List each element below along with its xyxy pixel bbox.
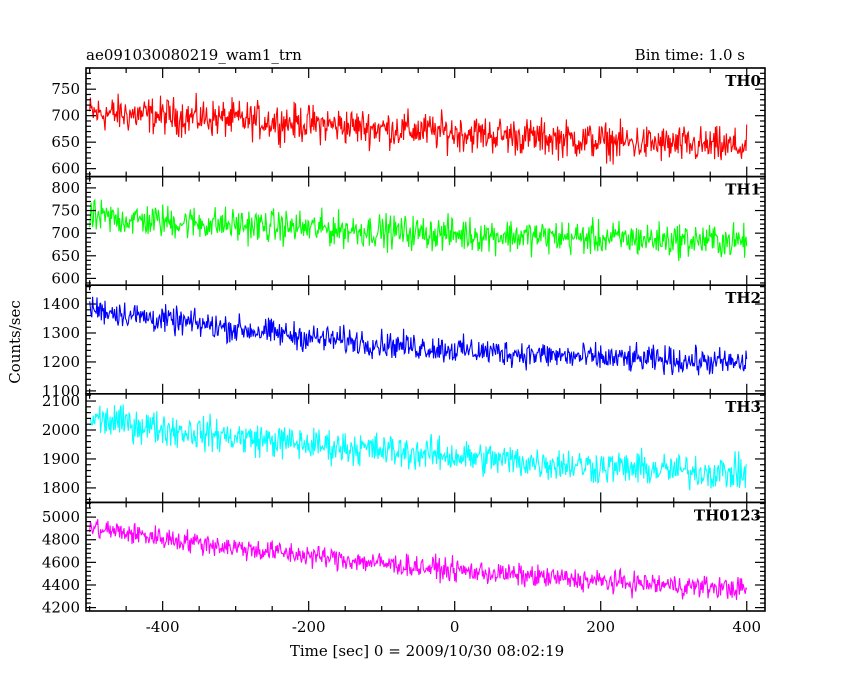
y-tick-label: 650 (51, 133, 80, 151)
y-tick-label: 1200 (42, 353, 80, 371)
panel-th3: 1800 1900 2000 2100 TH3 (42, 392, 766, 504)
series-label: TH3 (725, 398, 761, 416)
y-tick-label: 4600 (42, 553, 80, 571)
panel-th2: 1100 1200 1300 1400 TH2 (42, 284, 766, 400)
series-line-th0123 (89, 519, 748, 600)
panel-frame (85, 392, 766, 504)
series-label: TH1 (725, 181, 761, 199)
y-tick-label: 650 (51, 247, 80, 265)
y-tick-label: 4800 (42, 531, 80, 549)
y-tick-label: 600 (51, 269, 80, 287)
y-tick-label: 5000 (42, 508, 80, 526)
x-axis-label: Time [sec] 0 = 2009/10/30 08:02:19 (290, 642, 564, 660)
x-tick-label: 400 (732, 618, 761, 636)
panel-frame (85, 284, 766, 395)
y-tick-label: 2000 (42, 421, 80, 439)
y-tick-label: 700 (51, 107, 80, 125)
y-tick-label: 800 (51, 179, 80, 197)
y-tick-label: 1900 (42, 450, 80, 468)
series-line-th3 (89, 404, 747, 491)
panel-frame (85, 501, 766, 612)
panels: 600 650 700 750 TH0 600 650 700 750 800 TH1 1100 120… (42, 67, 766, 636)
y-tick-label: 1800 (42, 479, 80, 497)
y-axis-label: Counts/sec (6, 300, 24, 384)
series-line-th1 (89, 198, 748, 262)
y-tick-label: 1400 (42, 295, 80, 313)
series-line-th0 (89, 92, 748, 165)
panel-th0: 600 650 700 750 TH0 (51, 67, 766, 178)
series-label: TH0123 (694, 506, 761, 524)
panel-th1: 600 650 700 750 800 TH1 (51, 175, 766, 287)
y-tick-label: 1300 (42, 324, 80, 342)
y-tick-label: 700 (51, 224, 80, 242)
y-tick-label: 600 (51, 160, 80, 178)
y-tick-label: 4200 (42, 599, 80, 617)
x-tick-label: 0 (450, 618, 460, 636)
series-label: TH2 (725, 289, 761, 307)
x-tick-label: -200 (292, 618, 326, 636)
series-line-th2 (89, 296, 748, 376)
series-label: TH0 (725, 72, 761, 90)
y-tick-label: 2100 (42, 392, 80, 410)
y-tick-label: 750 (51, 202, 80, 220)
y-tick-label: 1100 (42, 382, 80, 400)
y-tick-label: 750 (51, 80, 80, 98)
bin-time-label: Bin time: 1.0 s (635, 46, 745, 64)
chart-title: ae091030080219_wam1_trn (86, 46, 302, 64)
x-tick-label: 200 (586, 618, 615, 636)
x-tick-label: -400 (146, 618, 180, 636)
panel-th0123: 4200 4400 4600 4800 5000 TH0123 (42, 501, 766, 617)
y-tick-label: 4400 (42, 576, 80, 594)
